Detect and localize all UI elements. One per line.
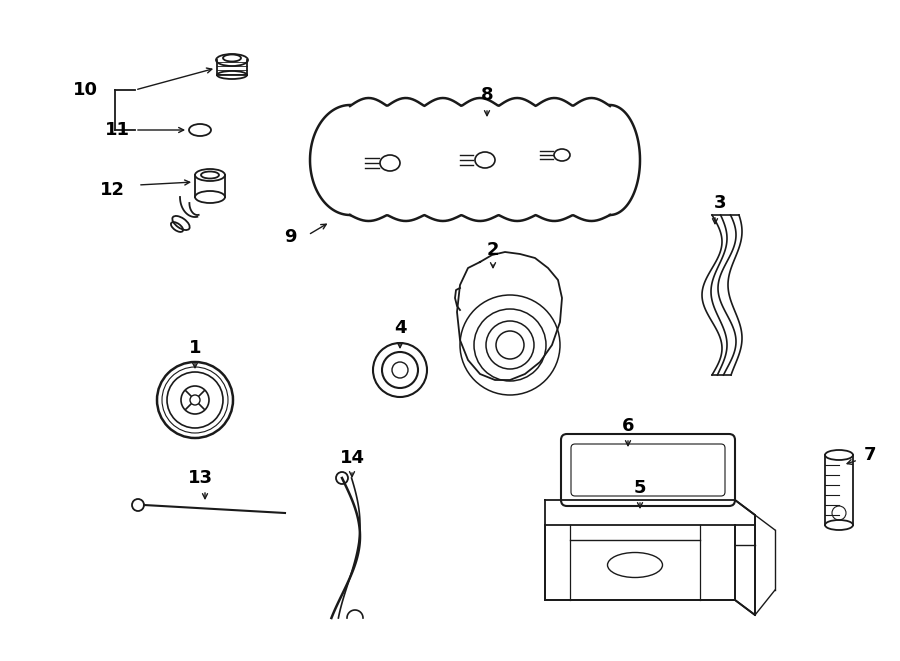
Text: 2: 2 xyxy=(487,241,500,259)
Text: 14: 14 xyxy=(339,449,365,467)
Text: 9: 9 xyxy=(284,228,296,246)
Text: 4: 4 xyxy=(394,319,406,337)
Text: 10: 10 xyxy=(73,81,97,99)
Text: 6: 6 xyxy=(622,417,634,435)
Text: 11: 11 xyxy=(104,121,130,139)
Text: 3: 3 xyxy=(714,194,726,212)
Text: 13: 13 xyxy=(187,469,212,487)
Text: 8: 8 xyxy=(481,86,493,104)
Text: 5: 5 xyxy=(634,479,646,497)
Text: 12: 12 xyxy=(100,181,124,199)
Text: 1: 1 xyxy=(189,339,202,357)
Text: 7: 7 xyxy=(864,446,877,464)
